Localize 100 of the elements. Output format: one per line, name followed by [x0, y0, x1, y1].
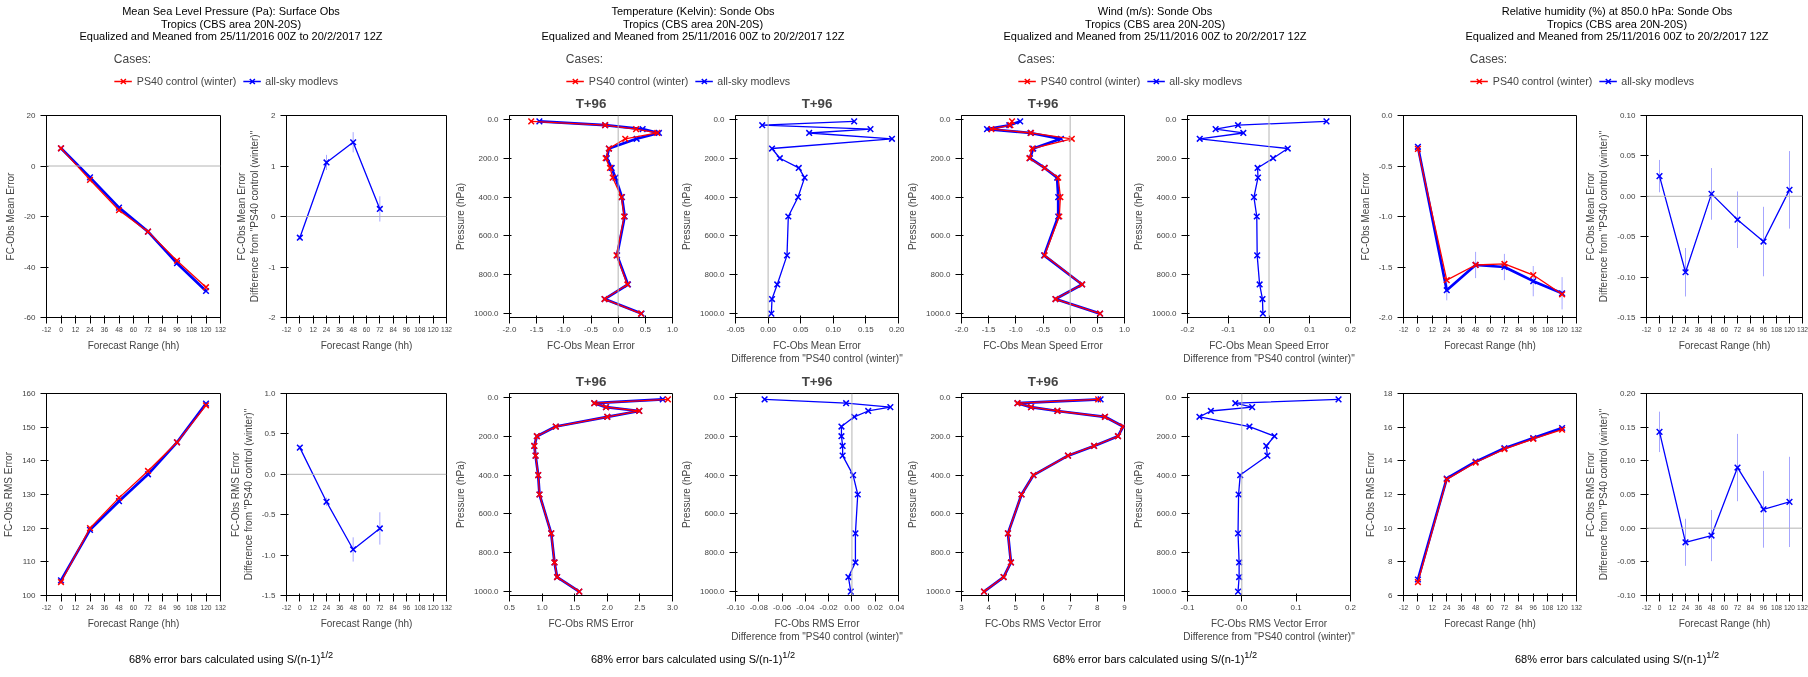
- y-tick-label: 0.0: [1165, 114, 1178, 124]
- x-tick-label: 0.10: [825, 324, 842, 334]
- y-tick-label: 0.15: [1619, 422, 1637, 432]
- x-tick-label: 0.0: [1064, 324, 1077, 334]
- y-tick-label: 1000.0: [700, 309, 726, 319]
- y-axis-title: Pressure (hPa): [907, 182, 919, 251]
- y-tick-label: -0.05: [1617, 232, 1637, 242]
- x-axis-title: Forecast Range (hh): [1444, 339, 1536, 351]
- y-tick-label: 140: [22, 456, 37, 466]
- y-tick-label: 800.0: [478, 270, 500, 280]
- x-tick-label: -1.0: [556, 324, 572, 334]
- y-tick-label: -40: [23, 262, 37, 272]
- x-tick-label: -1.0: [1008, 324, 1024, 334]
- x-tick-label: 5: [1013, 602, 1019, 612]
- x-tick-label: 0.5: [503, 602, 516, 612]
- x-tick-label: -1.5: [529, 324, 545, 334]
- y-tick-label: 0.20: [1619, 389, 1637, 398]
- text: Wind (m/s): Sonde Obs: [1097, 5, 1213, 17]
- y-tick-label: 0.10: [1619, 456, 1637, 466]
- y-tick-label: -1.5: [1378, 262, 1394, 272]
- x-tick-label: 1.0: [666, 324, 679, 334]
- x-tick-label: 1.0: [1118, 324, 1131, 334]
- chart-title: T+96: [1027, 373, 1059, 389]
- y-tick-label: -2.0: [1378, 313, 1394, 322]
- y-tick-label: 12: [1383, 490, 1394, 499]
- x-tick-label: -0.1: [1180, 602, 1195, 612]
- x-tick-label: -2.0: [954, 324, 969, 334]
- y-tick-label: -1.0: [1378, 212, 1394, 221]
- y-tick-label: 800.0: [930, 270, 952, 280]
- y-tick-label: 8: [1388, 557, 1394, 567]
- x-axis-title: Forecast Range (hh): [1678, 339, 1771, 351]
- y-tick-label: -0.5: [1378, 161, 1394, 171]
- x-tick-label: 9: [1122, 602, 1128, 612]
- x-tick-label: 4: [986, 602, 992, 612]
- y-tick-label: -1.0: [261, 550, 277, 560]
- y-tick-label: 200.0: [704, 431, 726, 441]
- y-tick-label: 1.0: [264, 389, 277, 398]
- legend-title: Cases:: [1017, 52, 1057, 66]
- y-tick-label: 0.0: [487, 392, 500, 402]
- y-tick-label: 600.0: [478, 509, 500, 519]
- y-tick-label: 1000.0: [1152, 587, 1178, 597]
- x-tick-label: 0.1: [1290, 602, 1303, 612]
- x-tick-label: 7: [1067, 602, 1073, 612]
- x-tick-label: 0.04: [888, 602, 906, 612]
- chart-title: T+96: [575, 95, 607, 111]
- text: Temperature (Kelvin): Sonde Obs: [611, 5, 775, 17]
- text: Equalized and Meaned from 25/11/2016 00Z to 20/2/2017 12Z: [79, 30, 383, 43]
- y-tick-label: 0.0: [713, 114, 726, 124]
- y-tick-label: -1.5: [261, 591, 277, 600]
- y-tick-label: 600.0: [930, 509, 952, 519]
- x-tick-label: 0.5: [639, 324, 652, 334]
- y-tick-label: 160: [22, 389, 37, 398]
- y-tick-label: 200.0: [478, 153, 500, 163]
- y-tick-label: 130: [22, 490, 37, 499]
- x-tick-label: 2.5: [634, 602, 647, 612]
- y-axis-title: FC-Obs RMS Error: [1364, 451, 1376, 537]
- x-tick-label: 1.5: [569, 602, 581, 612]
- x-axis-title: FC-Obs RMS Error: [548, 617, 635, 629]
- y-tick-label: 0.0: [939, 114, 952, 124]
- x-tick-label: 0.2: [1344, 324, 1357, 334]
- y-tick-label: 0.05: [1619, 151, 1637, 161]
- y-tick-label: -0.10: [1617, 272, 1637, 282]
- y-axis-title: FC-Obs Mean Error: [1359, 171, 1371, 261]
- y-tick-label: 200.0: [478, 431, 500, 441]
- y-axis-title: Pressure (hPa): [907, 460, 919, 529]
- y-tick-label: 1000.0: [926, 309, 952, 319]
- x-axis-title: Forecast Range (hh): [1444, 617, 1536, 629]
- text: Tropics (CBS area 20N-20S): [622, 17, 764, 30]
- x-tick-label: 0.02: [867, 602, 884, 612]
- y-tick-label: -0.10: [1617, 591, 1637, 600]
- x-tick-label: 3: [959, 602, 965, 612]
- x-tick-label: 8: [1095, 602, 1101, 612]
- y-axis-title: FC-Obs RMS Error Difference from "PS40 control (winter)": [229, 408, 254, 581]
- y-tick-label: 400.0: [704, 192, 726, 202]
- text: Equalized and Meaned from 25/11/2016 00Z to 20/2/2017 12Z: [1465, 30, 1769, 43]
- text: Tropics (CBS area 20N-20S): [160, 17, 302, 30]
- y-axis-title: FC-Obs Mean Error: [4, 171, 16, 261]
- x-tick-label: -0.02: [819, 602, 839, 612]
- x-axis-title: Forecast Range (hh): [87, 339, 180, 351]
- y-tick-label: 0.0: [939, 392, 952, 402]
- text: 68% error bars calculated using S/(n-1)$^{1/2}$: [1052, 649, 1258, 667]
- x-axis-title: Forecast Range (hh): [1678, 617, 1771, 629]
- x-axis-title: Forecast Range (hh): [87, 617, 180, 629]
- legend-label: PS40 control (winter): [588, 75, 689, 87]
- x-axis-title: FC-Obs Mean Speed Error: [983, 339, 1104, 351]
- y-tick-label: 1000.0: [1152, 309, 1178, 319]
- y-tick-label: 16: [1383, 422, 1394, 432]
- y-tick-label: 150: [22, 422, 37, 432]
- x-tick-label: -2.0: [502, 324, 517, 334]
- y-tick-label: 0: [31, 161, 37, 171]
- y-tick-label: 400.0: [704, 470, 726, 480]
- y-tick-label: 400.0: [930, 470, 952, 480]
- y-tick-label: 0: [271, 212, 277, 221]
- y-axis-title: Pressure (hPa): [1133, 182, 1145, 251]
- y-tick-label: 200.0: [930, 153, 952, 163]
- y-tick-label: 120: [22, 523, 37, 533]
- y-axis-title: Pressure (hPa): [681, 460, 693, 529]
- y-tick-label: 14: [1383, 456, 1394, 466]
- y-tick-label: 600.0: [704, 231, 726, 241]
- y-tick-label: 0.0: [264, 469, 277, 479]
